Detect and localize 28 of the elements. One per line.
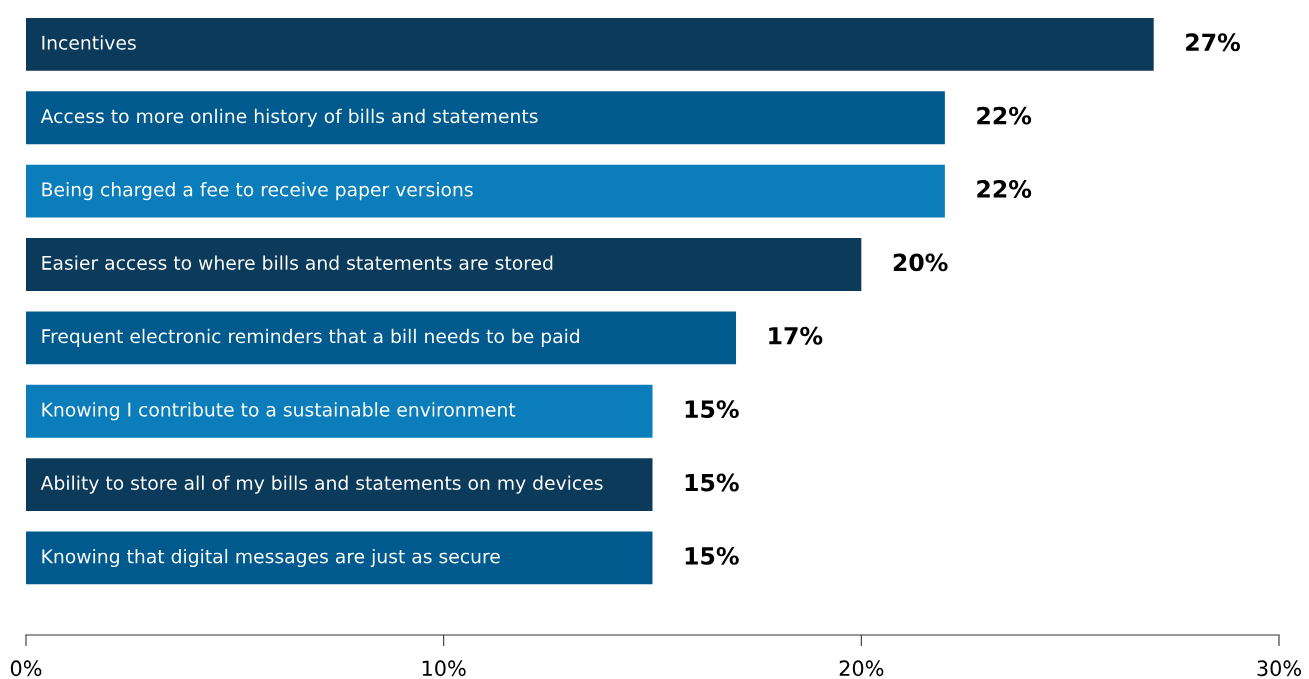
bar <box>26 164 945 218</box>
bar <box>26 458 653 511</box>
bar <box>26 91 945 145</box>
x-tick-label: 20% <box>839 660 884 677</box>
bar <box>26 531 653 585</box>
y-tick-label: Access to more online history of bills and statements <box>40 108 538 127</box>
bar <box>26 238 862 291</box>
data-label: 22% <box>977 106 1032 125</box>
x-tick-label: 30% <box>1257 660 1301 677</box>
y-tick-label: Ability to store all of my bills and statements on my devices <box>40 475 603 494</box>
data-label: 22% <box>977 180 1032 198</box>
y-tick-label: Knowing I contribute to a sustainable environment <box>42 402 516 421</box>
data-label: 27% <box>1186 33 1241 52</box>
y-tick-label: Incentives <box>42 35 136 50</box>
data-label: 15% <box>685 473 739 492</box>
x-tick-label: 0% <box>10 660 42 677</box>
y-tick-label: Knowing that digital messages are just as secure <box>42 548 500 568</box>
x-tick-label: 10% <box>422 660 466 677</box>
y-tick-label: Frequent electronic reminders that a bill needs to be paid <box>42 328 580 347</box>
bar <box>26 17 1154 71</box>
bar <box>26 384 653 438</box>
data-label: 17% <box>769 326 823 345</box>
data-label: 15% <box>685 400 739 419</box>
bar <box>26 311 737 365</box>
data-label: 20% <box>893 253 948 272</box>
y-tick-label: Easier access to where bills and statements are stored <box>42 255 553 270</box>
y-tick-label: Being charged a fee to receive paper versions <box>42 182 473 201</box>
data-label: 15% <box>685 546 739 565</box>
